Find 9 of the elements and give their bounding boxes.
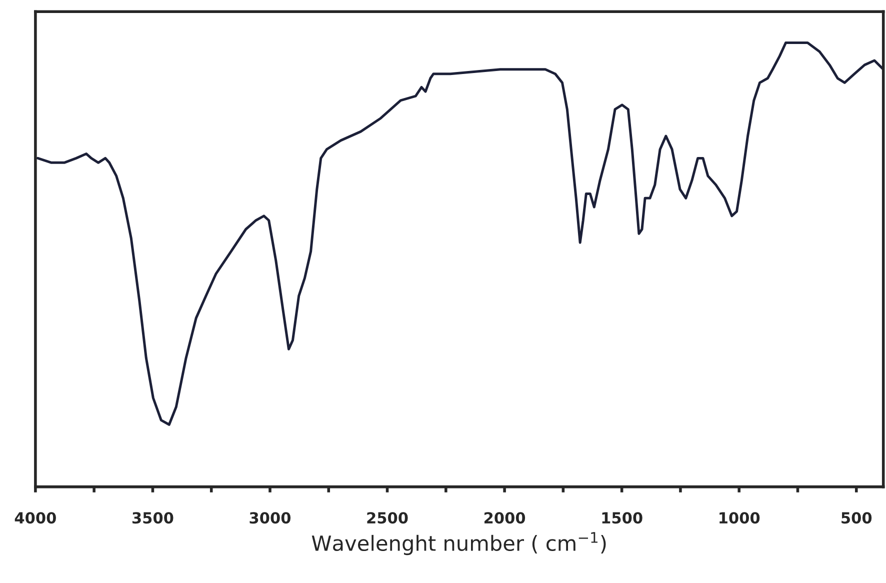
x-tick-label: 2500 — [367, 512, 408, 524]
x-tick-label: 3500 — [132, 512, 174, 524]
x-tick-label: 1000 — [720, 512, 760, 524]
x-tick-label: 500 — [842, 512, 872, 524]
x-axis-title: Wavelenght number ( cm$^{−1}$) — [312, 532, 606, 556]
x-tick-label: 2000 — [484, 512, 526, 524]
x-tick-label: 1500 — [602, 512, 642, 524]
x-tick-label: 4000 — [14, 512, 56, 524]
x-tick-label: 3000 — [250, 512, 291, 524]
